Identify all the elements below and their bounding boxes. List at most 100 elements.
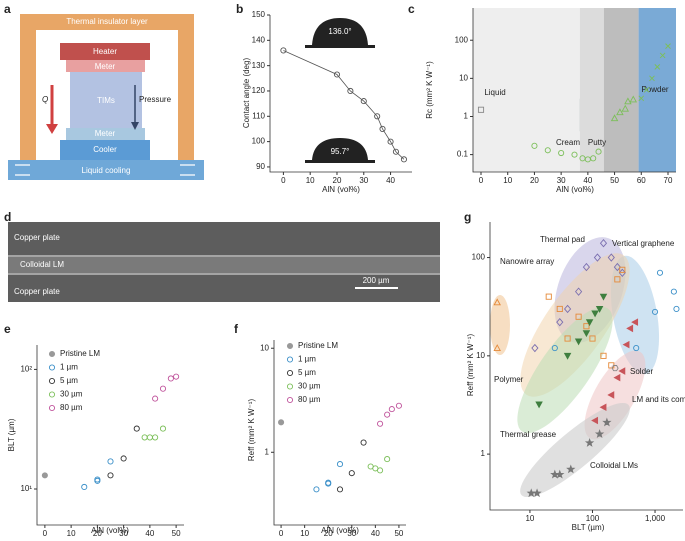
marker [48,391,56,398]
marker [159,385,167,392]
marker [610,114,619,122]
x-axis-label: AlN (vol%) [556,185,594,194]
marker [374,113,381,120]
marker [48,364,56,371]
y-tick-label: 140 [252,35,266,44]
y-tick-label: 110 [252,111,265,120]
marker [395,402,402,409]
marker [591,416,599,425]
y-tick-label: 100 [252,137,266,146]
y-axis-label: Reff (mm² K W⁻¹) [466,334,475,397]
region [579,8,604,172]
marker [583,323,590,330]
marker [619,266,626,273]
x-tick-label: 20 [530,176,539,185]
marker [607,391,615,399]
annotation: Nanowire array [500,257,554,266]
marker [602,417,612,427]
marker [614,276,621,283]
marker [584,438,595,447]
marker [656,269,664,276]
marker [673,305,680,312]
marker [575,287,583,296]
label: Liquid cooling [82,166,131,175]
marker [613,373,621,382]
marker [133,425,140,432]
y-tick-label: 10 [476,351,485,360]
x-tick-label: 1,000 [645,514,666,523]
y-tick-label: 10 [459,73,468,82]
x-tick-label: 0 [279,529,284,536]
marker [595,305,604,313]
x-tick-label: 0 [479,176,484,185]
marker [611,365,619,372]
marker [313,486,320,493]
region [473,8,580,172]
marker [280,47,287,54]
x-axis-label: AlN (vol%) [91,526,129,535]
marker [590,155,597,162]
axis [36,345,184,526]
marker [400,156,408,163]
marker [582,262,591,272]
marker [377,467,384,474]
y-tick-label: 1 [481,449,486,458]
y-axis-label: Contact angle (deg) [242,58,251,129]
y-axis-label: Rc (mm² K W⁻¹) [425,61,434,119]
axis [472,8,676,173]
marker [595,148,602,155]
marker [643,87,650,93]
marker [616,108,624,116]
region [603,8,639,172]
marker [571,151,578,158]
marker [167,375,174,382]
y-tick-label: 1 [265,447,270,456]
marker [670,288,677,295]
marker [286,356,294,363]
marker [48,350,56,358]
label: Pressure [139,95,172,104]
panel-label: g [464,210,471,224]
x-tick-label: 20 [333,176,342,185]
label: TIMs [97,96,115,105]
marker [633,345,640,352]
label: Copper plate [14,233,60,242]
marker [629,95,638,103]
marker [120,455,127,462]
marker [654,64,661,70]
marker [159,425,167,432]
marker [379,125,386,133]
marker [599,238,608,248]
marker [286,369,294,377]
marker [558,149,565,157]
marker [107,458,114,465]
marker [48,377,56,385]
y-tick-label: 1 [464,112,469,121]
legend-label: 30 µm [60,390,83,399]
legend-label: Pristine LM [298,341,338,350]
marker [563,304,572,314]
panel-label: f [234,322,239,336]
x-tick-label: 20 [324,529,333,536]
marker [618,268,626,277]
marker [348,470,355,477]
marker [585,319,594,327]
x-tick-label: 50 [394,529,403,536]
marker [81,483,88,491]
y-tick-label: 120 [252,86,266,95]
label: Colloidal LM [20,260,64,269]
annotation: Vertical graphene [612,239,675,248]
marker [555,469,565,479]
panel-label: c [408,2,415,16]
legend-label: 5 µm [60,376,78,385]
marker [48,404,56,412]
region-label: Powder [641,85,668,94]
marker [152,434,159,441]
marker [173,373,180,380]
line [283,50,405,160]
marker [477,106,485,113]
marker [599,403,607,411]
axis [273,340,406,526]
marker [360,439,367,446]
marker [544,147,551,154]
